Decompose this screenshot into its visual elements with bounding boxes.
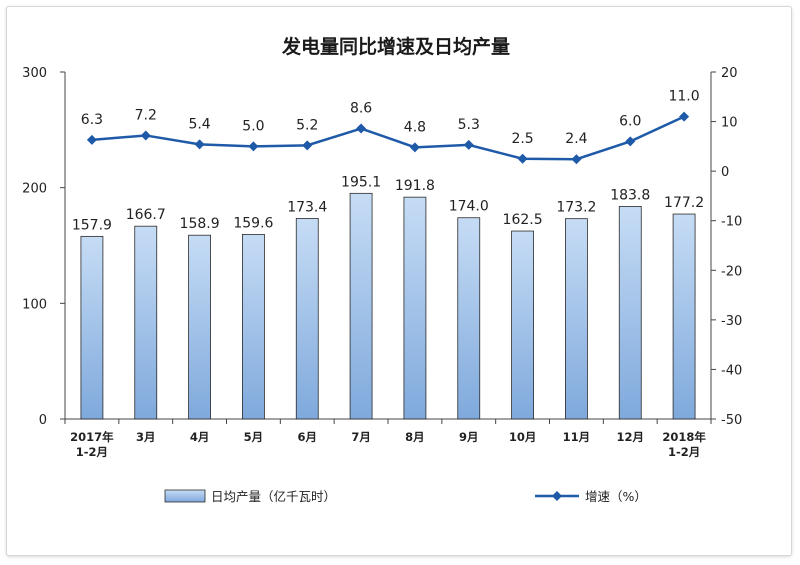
right-tick-label: 10 — [721, 116, 738, 131]
x-category-label: 5月 — [244, 430, 264, 444]
bar-value-label: 195.1 — [341, 174, 381, 190]
x-category-label: 1-2月 — [76, 445, 108, 459]
legend-line-label: 增速（%） — [585, 489, 647, 504]
line-value-label: 7.2 — [135, 107, 157, 123]
x-category-label: 10月 — [509, 430, 537, 444]
left-tick-label: 0 — [39, 413, 47, 428]
line-value-label: 6.0 — [619, 113, 641, 129]
bar — [511, 230, 534, 420]
x-category-label: 6月 — [297, 430, 317, 444]
chart-title: 发电量同比增速及日均产量 — [281, 35, 510, 58]
growth-line — [91, 115, 685, 161]
legend-bar-label: 日均产量（亿千瓦时） — [211, 489, 336, 504]
line-value-label: 11.0 — [668, 89, 699, 105]
left-tick-label: 100 — [22, 297, 47, 312]
bar — [349, 192, 373, 420]
line-point — [140, 130, 151, 141]
x-category-label: 8月 — [405, 430, 425, 444]
bar — [672, 213, 696, 420]
line-point — [625, 136, 636, 147]
line-value-label: 2.4 — [565, 131, 587, 147]
right-tick-label: -30 — [721, 314, 742, 329]
bar — [403, 196, 427, 420]
bar-value-label: 191.8 — [395, 178, 435, 194]
legend-line-marker — [552, 491, 562, 501]
x-category-label: 2018年 — [662, 430, 706, 444]
bar-value-label: 157.9 — [72, 217, 112, 233]
right-tick-label: -40 — [721, 363, 742, 378]
right-tick-label: -50 — [721, 413, 742, 428]
left-tick-label: 200 — [22, 182, 47, 197]
x-category-label: 1-2月 — [668, 445, 700, 459]
x-category-label: 3月 — [136, 430, 156, 444]
line-value-label: 8.6 — [350, 101, 372, 117]
legend: 日均产量（亿千瓦时） 增速（%） — [164, 489, 647, 504]
x-category-label: 7月 — [351, 430, 371, 444]
bar-value-label: 158.9 — [180, 216, 220, 232]
bar-value-label: 173.2 — [556, 200, 596, 216]
line-point — [571, 154, 582, 165]
line-point — [409, 142, 420, 153]
x-category-label: 11月 — [563, 430, 591, 444]
line-point — [463, 139, 474, 150]
bar — [457, 217, 481, 420]
x-category-label: 12月 — [616, 430, 644, 444]
right-tick-label: 20 — [721, 66, 738, 81]
bar — [565, 218, 588, 420]
line-point — [679, 111, 690, 122]
bar-value-label: 173.4 — [287, 199, 327, 215]
chart-frame: 发电量同比增速及日均产量 0 100 200 300 20 10 0 -10 -20 -30 -40… — [6, 6, 792, 556]
bar — [188, 234, 211, 420]
bar — [295, 218, 319, 420]
line-point — [302, 140, 313, 151]
bar — [618, 206, 642, 420]
bar-value-label: 174.0 — [449, 199, 489, 215]
bar-series: 157.9 166.7 158.9 159.6 173.4 195.1 191.8 174.0… — [72, 174, 704, 420]
bar-value-label: 183.8 — [610, 187, 650, 203]
bar-value-label: 177.2 — [664, 195, 704, 211]
line-point — [248, 141, 259, 152]
line-point — [194, 139, 205, 150]
bar-value-label: 159.6 — [233, 215, 273, 231]
line-value-label: 5.2 — [296, 117, 318, 133]
x-category-label: 2017年 — [70, 430, 114, 444]
legend-bar-swatch — [164, 489, 206, 503]
x-category-label: 4月 — [190, 430, 210, 444]
line-point — [356, 123, 367, 134]
line-value-label: 4.8 — [404, 119, 426, 135]
line-value-label: 6.3 — [81, 112, 103, 128]
right-tick-label: -10 — [721, 215, 742, 230]
bar — [134, 225, 158, 420]
line-value-label: 5.0 — [242, 118, 264, 134]
right-tick-label: -20 — [721, 264, 742, 279]
x-category-label: 9月 — [459, 430, 479, 444]
line-point — [86, 134, 97, 145]
left-tick-label: 300 — [22, 66, 47, 81]
bar — [80, 235, 104, 420]
line-value-label: 5.4 — [188, 116, 210, 132]
bar-value-label: 162.5 — [503, 212, 543, 228]
bar-value-label: 166.7 — [126, 207, 166, 223]
line-point — [517, 153, 528, 164]
right-tick-label: 0 — [721, 165, 729, 180]
bar — [242, 233, 265, 420]
line-value-label: 2.5 — [511, 131, 533, 147]
line-value-label: 5.3 — [458, 117, 480, 133]
line-series: 6.3 7.2 5.4 5.0 5.2 8.6 4.8 5.3 2.5 2.4 6.0 11.0 — [81, 89, 700, 165]
